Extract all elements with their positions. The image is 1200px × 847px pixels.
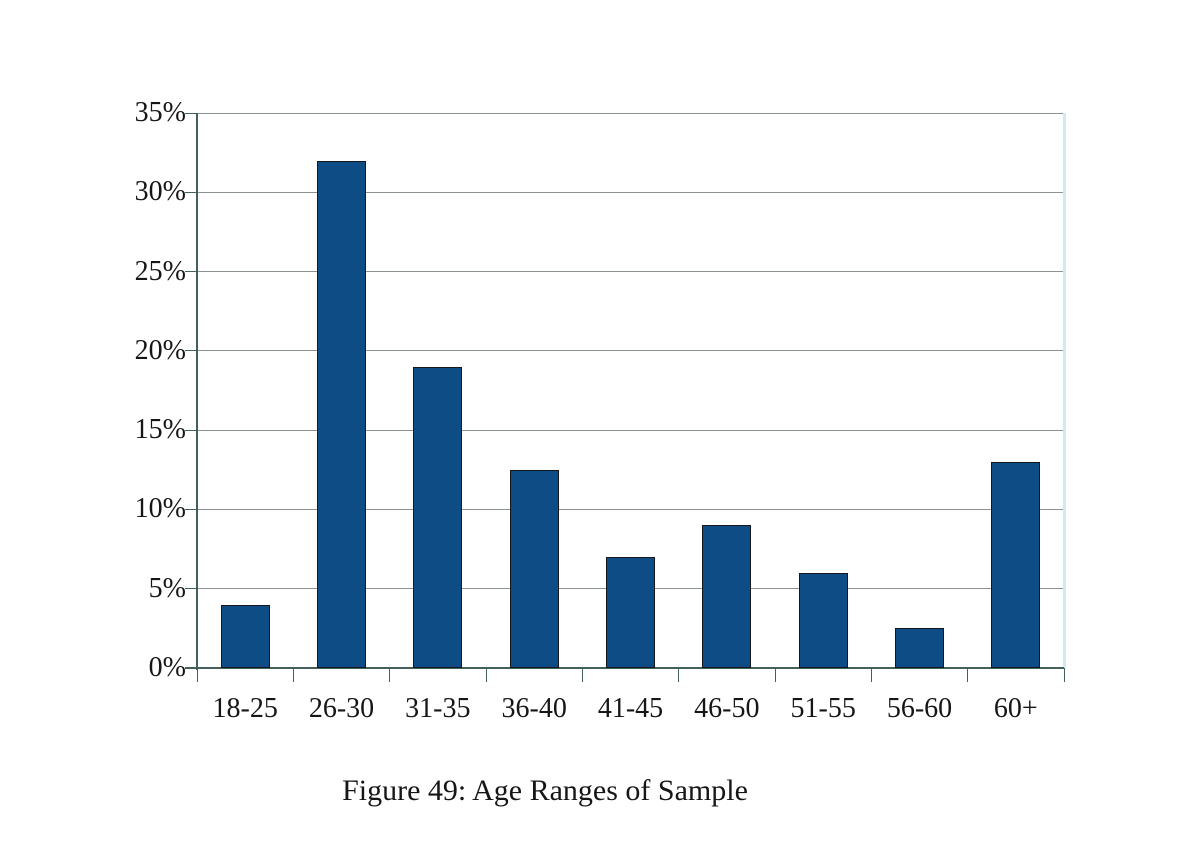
x-axis-line xyxy=(185,667,1064,669)
x-axis-tick xyxy=(678,668,680,682)
bar-26-30 xyxy=(317,160,366,668)
x-tick-label: 41-45 xyxy=(597,693,664,724)
x-tick-label: 31-35 xyxy=(405,693,471,724)
x-tick-label: 51-55 xyxy=(790,693,856,724)
x-tick-label: 36-40 xyxy=(501,693,567,724)
bar-56-60 xyxy=(895,628,944,668)
x-axis-tick xyxy=(389,668,391,682)
y-axis-tick xyxy=(185,350,197,352)
x-tick-label: 18-25 xyxy=(212,693,278,724)
x-axis-tick xyxy=(1063,668,1065,682)
x-axis-tick xyxy=(870,668,872,682)
x-axis-tick xyxy=(581,668,583,682)
y-axis-line xyxy=(196,113,198,670)
y-axis-tick xyxy=(185,191,197,193)
x-tick-label: 26-30 xyxy=(308,693,375,724)
plot-right-border xyxy=(1063,113,1066,668)
bar-51-55 xyxy=(798,572,848,668)
y-tick-label: 35% xyxy=(134,97,186,128)
y-tick-label: 10% xyxy=(134,493,186,525)
gridline xyxy=(197,429,1064,431)
y-tick-label: 15% xyxy=(134,414,186,446)
y-axis-tick xyxy=(185,508,197,510)
y-axis-tick xyxy=(185,429,197,431)
x-axis-tick xyxy=(485,668,487,682)
bar-18-25 xyxy=(220,604,270,668)
x-tick-label: 60+ xyxy=(993,693,1038,724)
bar-36-40 xyxy=(509,469,559,668)
y-axis-tick xyxy=(185,588,197,590)
gridline xyxy=(197,112,1064,114)
bar-46-50 xyxy=(702,525,752,668)
y-axis-tick xyxy=(185,112,197,114)
bar-41-45 xyxy=(606,557,655,668)
gridline xyxy=(197,350,1064,352)
figure-caption: Figure 49: Age Ranges of Sample xyxy=(342,774,748,807)
y-tick-label: 25% xyxy=(134,255,186,287)
y-axis-tick xyxy=(185,271,197,273)
x-tick-label: 46-50 xyxy=(694,693,760,724)
x-axis-tick xyxy=(292,668,294,682)
y-tick-label: 20% xyxy=(134,334,186,366)
x-axis-tick xyxy=(196,668,198,682)
y-tick-label: 0% xyxy=(148,652,186,683)
x-axis-tick xyxy=(967,668,969,682)
gridline xyxy=(197,271,1064,273)
y-axis-tick xyxy=(185,667,197,669)
bar-60+ xyxy=(991,461,1041,668)
bar-31-35 xyxy=(413,366,463,668)
y-tick-label: 5% xyxy=(148,572,186,604)
gridline xyxy=(197,191,1064,193)
x-axis-tick xyxy=(774,668,776,682)
x-tick-label: 56-60 xyxy=(886,693,953,724)
gridline xyxy=(197,508,1064,510)
y-tick-label: 30% xyxy=(134,176,186,208)
